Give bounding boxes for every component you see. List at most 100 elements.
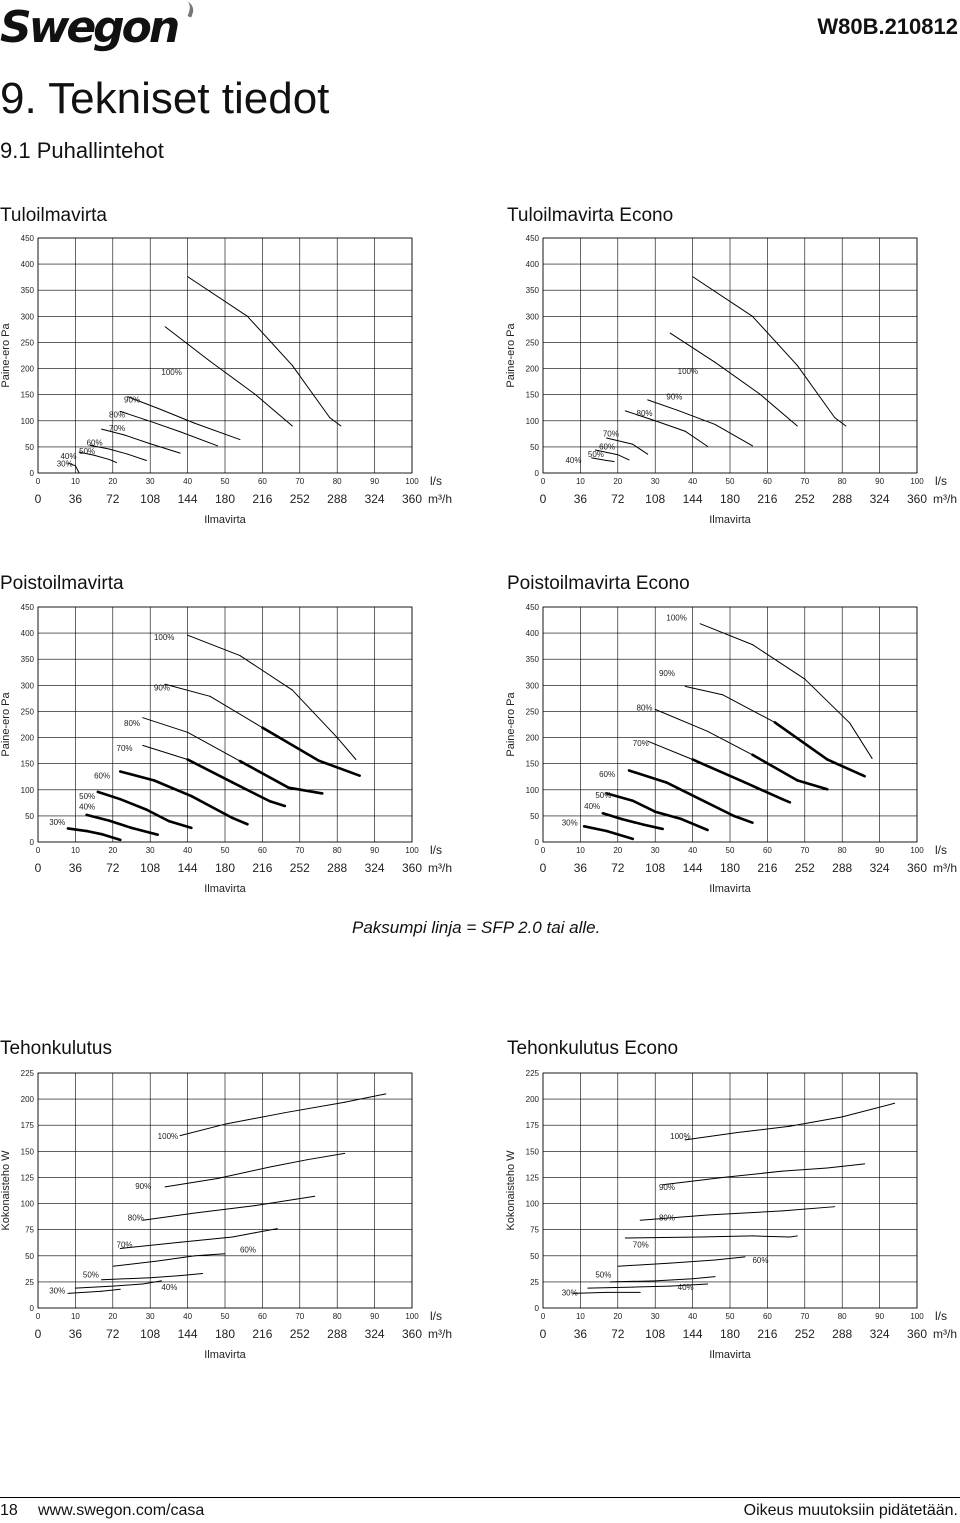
series-line-segment — [231, 816, 249, 826]
y-tick-label: 75 — [530, 1226, 539, 1235]
x-tick-label: 30 — [651, 1312, 660, 1321]
y-tick-label: 0 — [535, 838, 540, 847]
y-tick-label: 200 — [21, 365, 35, 374]
x2-tick-label: 216 — [252, 861, 272, 875]
series-label: 80% — [637, 409, 653, 418]
x-tick-label: 30 — [651, 846, 660, 855]
x2-tick-label: 0 — [35, 492, 42, 506]
x-tick-label: 50 — [726, 846, 735, 855]
y-tick-label: 125 — [526, 1173, 540, 1182]
series-line-segment — [187, 634, 241, 657]
x2-tick-label: 324 — [870, 1327, 890, 1341]
chart-title-poistoilmavirta: Poistoilmavirta — [0, 573, 124, 594]
chart-title-tuloilmavirta-econo: Tuloilmavirta Econo — [507, 205, 674, 226]
series-line-segment — [101, 1288, 121, 1292]
x2-tick-label: 216 — [252, 492, 272, 506]
series-line-segment — [736, 1125, 791, 1134]
series-line-segment — [238, 759, 290, 789]
series-line-segment — [149, 420, 181, 433]
y-tick-label: 150 — [526, 391, 540, 400]
series-label: 60% — [599, 443, 615, 452]
y-tick-label: 300 — [21, 312, 35, 321]
footer-divider — [0, 1497, 960, 1498]
series-line-segment — [781, 1206, 836, 1212]
x-tick-label: 100 — [910, 846, 924, 855]
x2-tick-label: 252 — [795, 1327, 815, 1341]
series-line-segment — [841, 1102, 896, 1118]
y-tick-label: 25 — [530, 1278, 539, 1287]
x-tick-label: 0 — [541, 477, 546, 486]
series-line-segment — [268, 799, 287, 808]
series-line-segment — [669, 332, 716, 363]
x2-tick-label: 144 — [683, 861, 703, 875]
x-tick-label: 70 — [295, 846, 304, 855]
y-axis-label: Kokonaisteho W — [0, 1150, 12, 1231]
x2-unit-label: m³/h — [933, 492, 957, 506]
y-axis-label: Kokonaisteho W — [505, 1150, 517, 1231]
x2-tick-label: 72 — [611, 861, 625, 875]
x2-tick-label: 72 — [611, 1327, 625, 1341]
y-tick-label: 300 — [526, 312, 540, 321]
x2-tick-label: 180 — [720, 492, 740, 506]
y-tick-label: 150 — [21, 391, 35, 400]
x2-tick-label: 360 — [907, 861, 927, 875]
x-tick-label: 70 — [800, 846, 809, 855]
series-line-segment — [722, 694, 776, 723]
x-tick-label: 50 — [221, 477, 230, 486]
y-tick-label: 450 — [21, 603, 35, 612]
x-axis-label: Ilmavirta — [204, 1349, 246, 1361]
y-tick-label: 100 — [526, 786, 540, 795]
x-tick-label: 60 — [763, 846, 772, 855]
page-title: 9. Tekniset tiedot — [0, 74, 330, 123]
series-label: 70% — [109, 424, 125, 433]
y-tick-label: 125 — [21, 1173, 35, 1182]
series-line-segment — [639, 1214, 709, 1221]
x-axis-label: Ilmavirta — [709, 1349, 751, 1361]
x2-tick-label: 288 — [832, 861, 852, 875]
x2-tick-label: 360 — [402, 861, 422, 875]
x-tick-label: 30 — [146, 846, 155, 855]
x-tick-label: 40 — [183, 1312, 192, 1321]
series-line-segment — [653, 810, 683, 821]
series-line-segment — [826, 1163, 866, 1169]
series-line-segment — [152, 779, 193, 798]
series-line-segment — [231, 781, 272, 803]
series-line-segment — [123, 434, 151, 445]
series-line-segment — [684, 1132, 738, 1141]
series-line-segment — [194, 1253, 226, 1257]
x2-tick-label: 216 — [757, 492, 777, 506]
series-line-segment — [186, 758, 234, 784]
x-tick-label: 80 — [333, 477, 342, 486]
series-line-segment — [609, 1280, 656, 1283]
x2-tick-label: 36 — [574, 492, 588, 506]
series-label: 50% — [83, 1271, 99, 1280]
series-line-segment — [617, 454, 630, 461]
x2-tick-label: 36 — [69, 1327, 83, 1341]
y-tick-label: 175 — [526, 1121, 540, 1130]
series-line-segment — [692, 1276, 716, 1280]
x2-tick-label: 324 — [365, 1327, 385, 1341]
y-tick-label: 100 — [526, 1200, 540, 1209]
x2-tick-label: 360 — [402, 492, 422, 506]
y-tick-label: 100 — [526, 417, 540, 426]
series-label: 70% — [633, 739, 649, 748]
series-line-segment — [662, 1176, 724, 1186]
series-line-segment — [101, 428, 125, 436]
y-tick-label: 450 — [21, 234, 35, 243]
series-line-segment — [261, 726, 320, 762]
series-line-segment — [698, 797, 736, 818]
series-line-segment — [669, 1283, 709, 1287]
series-line-segment — [789, 1116, 843, 1127]
x-tick-label: 100 — [405, 477, 419, 486]
series-label: 80% — [128, 1213, 144, 1222]
x-tick-label: 100 — [910, 1312, 924, 1321]
y-tick-label: 50 — [25, 443, 34, 452]
y-tick-label: 350 — [526, 655, 540, 664]
y-tick-label: 200 — [526, 1095, 540, 1104]
series-label: 50% — [79, 447, 95, 456]
series-line-segment — [665, 781, 702, 801]
x2-unit-label: m³/h — [428, 861, 452, 875]
x2-tick-label: 108 — [645, 1327, 665, 1341]
x2-tick-label: 288 — [327, 492, 347, 506]
series-line-segment — [699, 1235, 753, 1238]
